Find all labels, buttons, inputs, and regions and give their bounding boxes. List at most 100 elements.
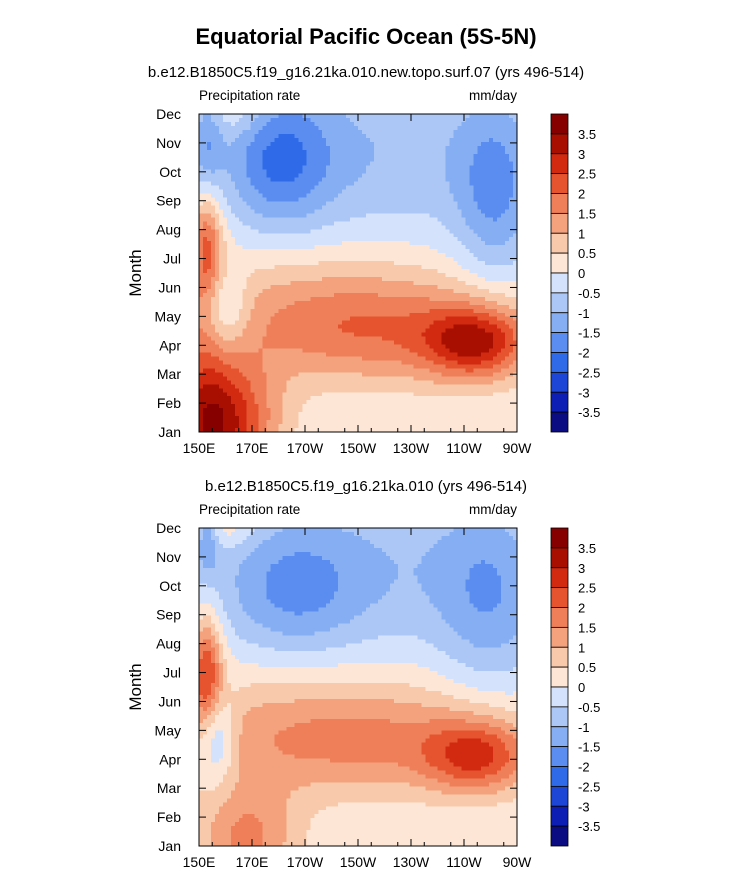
contour-cell — [243, 233, 248, 238]
contour-cell — [362, 197, 367, 202]
contour-cell — [481, 134, 486, 139]
contour-cell — [493, 241, 498, 246]
contour-cell — [386, 237, 391, 242]
contour-cell — [207, 150, 212, 155]
contour-cell — [259, 205, 264, 210]
contour-cell — [485, 162, 490, 167]
contour-cell — [227, 349, 232, 354]
contour-cell — [445, 150, 450, 155]
contour-cell — [342, 166, 347, 171]
contour-cell — [223, 241, 228, 246]
contour-cell — [334, 166, 339, 171]
contour-cell — [473, 134, 478, 139]
contour-cell — [243, 146, 248, 151]
contour-cell — [342, 333, 347, 338]
contour-cell — [251, 253, 256, 258]
contour-cell — [318, 245, 323, 250]
contour-cell — [366, 237, 371, 242]
contour-cell — [294, 118, 299, 123]
contour-cell — [286, 297, 291, 302]
contour-cell — [501, 249, 506, 254]
contour-cell — [438, 241, 443, 246]
contour-cell — [282, 241, 287, 246]
contour-cell — [501, 309, 506, 314]
contour-cell — [231, 201, 236, 206]
contour-cell — [501, 142, 506, 147]
contour-cell — [382, 213, 387, 218]
contour-cell — [441, 333, 446, 338]
contour-cell — [255, 209, 260, 214]
contour-cell — [255, 321, 260, 326]
contour-cell — [310, 190, 315, 195]
contour-cell — [489, 225, 494, 230]
contour-cell — [243, 353, 248, 358]
contour-cell — [477, 269, 482, 274]
contour-cell — [402, 253, 407, 258]
contour-cell — [350, 309, 355, 314]
contour-cell — [350, 237, 355, 242]
contour-cell — [426, 297, 431, 302]
contour-cell — [374, 265, 379, 270]
contour-cell — [203, 356, 208, 361]
contour-cell — [207, 297, 212, 302]
contour-cell — [290, 293, 295, 298]
contour-cell — [426, 190, 431, 195]
contour-cell — [227, 325, 232, 330]
contour-cell — [271, 253, 276, 258]
contour-cell — [461, 205, 466, 210]
contour-cell — [235, 197, 240, 202]
contour-cell — [426, 162, 431, 167]
contour-cell — [374, 134, 379, 139]
contour-cell — [282, 225, 287, 230]
contour-cell — [453, 122, 458, 127]
contour-cell — [430, 265, 435, 270]
contour-cell — [398, 245, 403, 250]
contour-cell — [342, 341, 347, 346]
contour-cell — [438, 130, 443, 135]
contour-cell — [239, 301, 244, 306]
contour-cell — [457, 297, 462, 302]
contour-cell — [243, 289, 248, 294]
contour-cell — [469, 273, 474, 278]
contour-cell — [493, 134, 498, 139]
contour-cell — [453, 253, 458, 258]
contour-cell — [279, 297, 284, 302]
contour-cell — [223, 194, 228, 199]
contour-cell — [322, 174, 327, 179]
contour-cell — [370, 114, 375, 119]
contour-cell — [390, 126, 395, 131]
contour-cell — [302, 325, 307, 330]
contour-cell — [255, 130, 260, 135]
contour-cell — [434, 186, 439, 191]
contour-cell — [394, 277, 399, 282]
contour-cell — [282, 158, 287, 163]
contour-cell — [275, 269, 280, 274]
contour-cell — [422, 253, 427, 258]
contour-cell — [370, 130, 375, 135]
contour-cell — [493, 182, 498, 187]
contour-cell — [298, 285, 303, 290]
contour-cell — [239, 317, 244, 322]
contour-cell — [406, 142, 411, 147]
contour-cell — [231, 114, 236, 119]
contour-cell — [390, 194, 395, 199]
contour-cell — [223, 190, 228, 195]
contour-cell — [263, 360, 268, 365]
contour-cell — [473, 154, 478, 159]
contour-cell — [314, 313, 319, 318]
contour-cell — [354, 205, 359, 210]
contour-cell — [358, 190, 363, 195]
contour-cell — [286, 360, 291, 365]
contour-cell — [203, 269, 208, 274]
contour-cell — [275, 205, 280, 210]
contour-cell — [505, 154, 510, 159]
contour-cell — [251, 245, 256, 250]
contour-cell — [227, 356, 232, 361]
contour-cell — [346, 341, 351, 346]
contour-cell — [282, 237, 287, 242]
contour-cell — [438, 289, 443, 294]
contour-cell — [406, 253, 411, 258]
contour-cell — [426, 134, 431, 139]
contour-cell — [219, 273, 224, 278]
contour-cell — [211, 201, 216, 206]
